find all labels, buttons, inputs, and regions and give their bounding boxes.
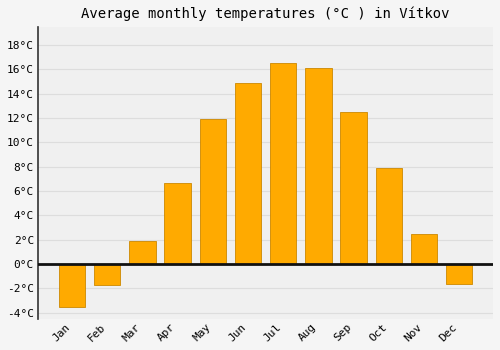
Title: Average monthly temperatures (°C ) in Vítkov: Average monthly temperatures (°C ) in Ví… (82, 7, 450, 21)
Bar (411, 234, 437, 264)
Bar (94, 264, 120, 285)
Bar (340, 112, 367, 264)
Bar (129, 241, 156, 264)
Bar (376, 168, 402, 264)
Bar (59, 264, 85, 307)
Bar (164, 183, 191, 264)
Bar (270, 63, 296, 264)
Bar (305, 68, 332, 264)
Bar (200, 119, 226, 264)
Bar (235, 83, 261, 264)
Bar (446, 264, 472, 284)
